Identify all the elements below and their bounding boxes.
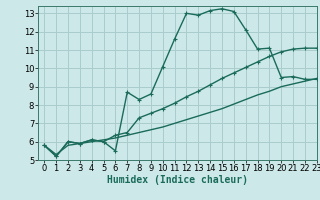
X-axis label: Humidex (Indice chaleur): Humidex (Indice chaleur): [107, 175, 248, 185]
